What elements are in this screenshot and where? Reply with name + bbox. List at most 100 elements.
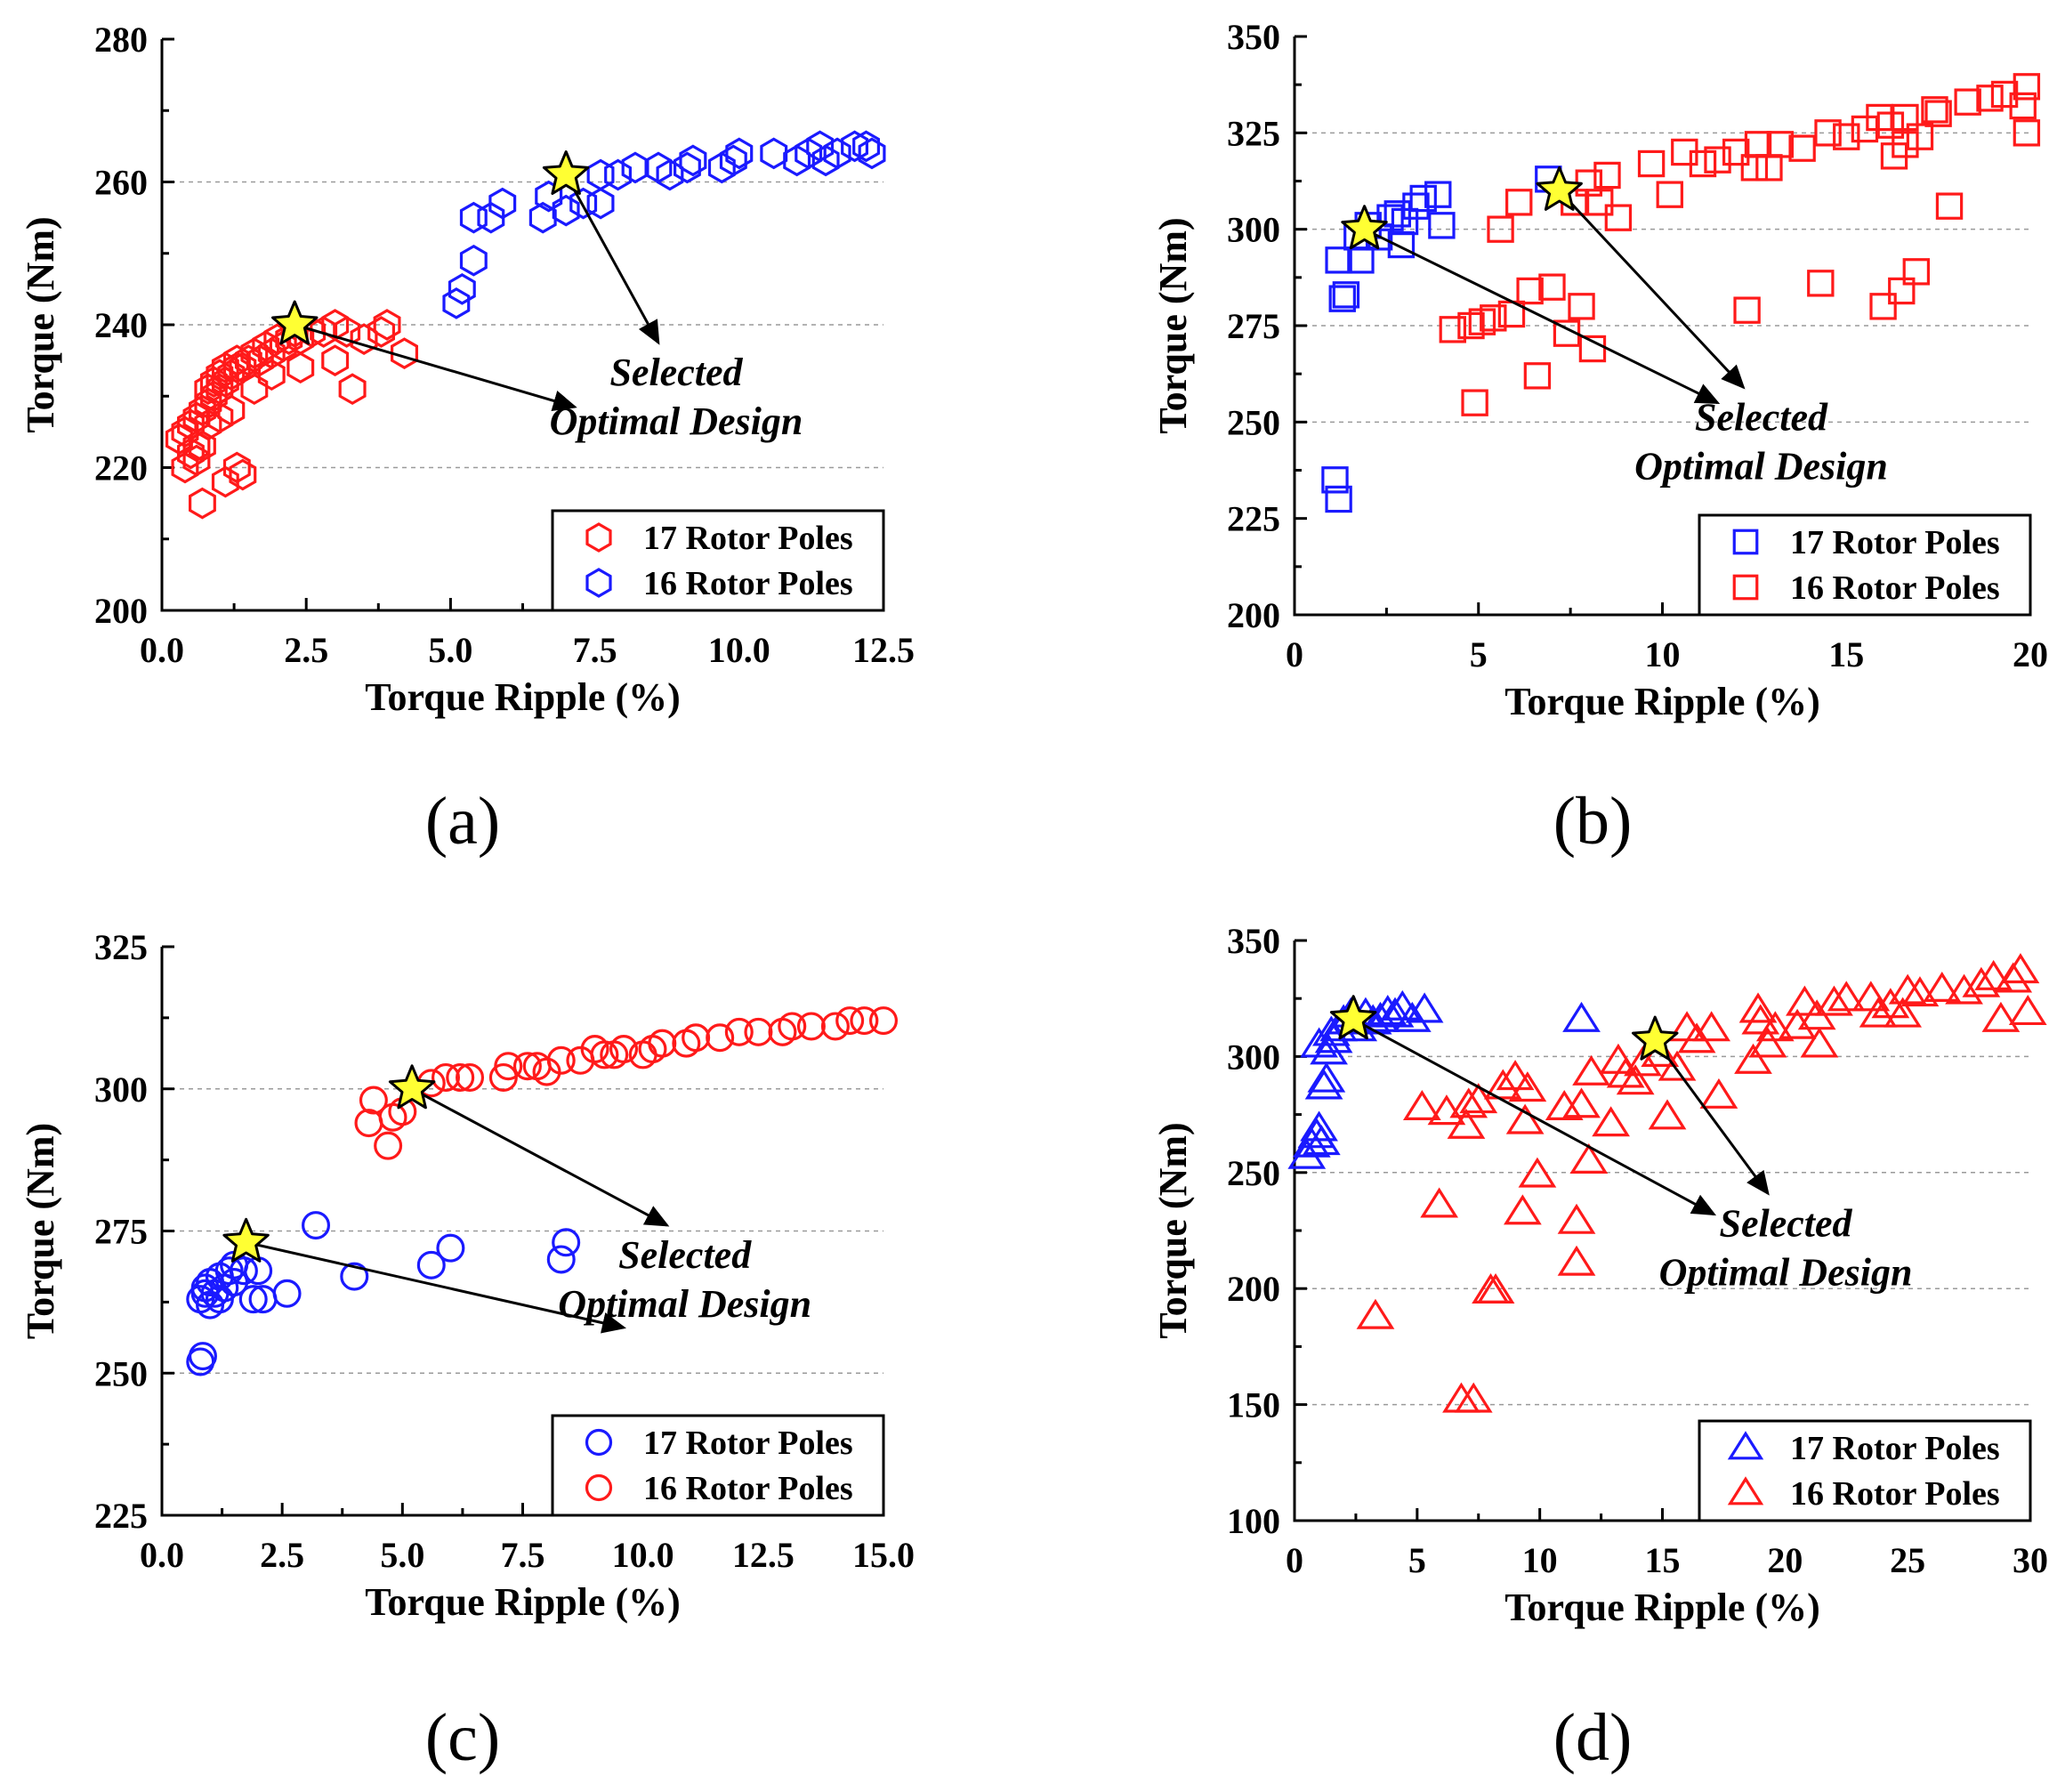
data-point <box>1569 1142 1609 1174</box>
data-point <box>682 1023 711 1053</box>
data-point <box>1483 1069 1522 1100</box>
x-tick-label: 30 <box>2013 1540 2048 1580</box>
data-point <box>338 373 367 406</box>
data-point <box>459 201 488 234</box>
legend-label: 16 Rotor Poles <box>643 565 853 602</box>
data-point <box>189 394 216 427</box>
legend-marker <box>585 1428 613 1457</box>
x-tick-label: 2.5 <box>284 630 328 670</box>
data-point <box>1538 273 1566 301</box>
data-point <box>586 187 615 220</box>
data-point <box>1741 1004 1780 1035</box>
series-1 <box>354 1006 898 1160</box>
data-point <box>1755 1011 1795 1042</box>
selected-design-star <box>1632 1015 1679 1061</box>
y-axis-title: Torque (Nm) <box>1151 217 1195 433</box>
data-point <box>286 351 315 384</box>
annotation-line-2: Optimal Design <box>550 400 803 443</box>
data-point <box>1902 258 1931 286</box>
annotation-line-1: Selected <box>609 351 743 394</box>
data-point <box>456 1062 485 1092</box>
data-point <box>2013 119 2041 147</box>
data-point <box>1310 1034 1348 1065</box>
y-tick-label: 300 <box>1227 1037 1280 1077</box>
x-tick-label: 5.0 <box>380 1535 424 1575</box>
data-point <box>367 316 395 348</box>
data-point <box>340 1262 369 1291</box>
data-point <box>1935 192 1964 220</box>
y-tick-label: 275 <box>1227 306 1280 346</box>
data-point <box>1442 1382 1480 1413</box>
annotation-arrow <box>1654 1039 1770 1196</box>
data-point <box>1884 997 1923 1028</box>
y-tick-label: 275 <box>94 1212 148 1252</box>
data-point <box>1656 181 1683 208</box>
x-tick-label: 15 <box>1645 1540 1681 1580</box>
data-point <box>1734 1043 1772 1074</box>
legend-box <box>551 509 885 612</box>
x-tick-label: 25 <box>1890 1540 1925 1580</box>
data-point <box>238 1285 268 1314</box>
data-point <box>1387 230 1416 259</box>
data-point <box>522 1052 552 1081</box>
data-point <box>1356 1298 1395 1329</box>
data-point <box>512 1052 542 1081</box>
data-point <box>811 144 840 177</box>
data-point <box>1505 189 1533 216</box>
data-point <box>778 1012 807 1041</box>
data-point <box>1325 485 1352 513</box>
data-point <box>1859 997 1898 1028</box>
data-point <box>858 137 886 170</box>
data-point <box>222 451 251 484</box>
data-point <box>1981 1001 2021 1032</box>
data-point <box>1557 1203 1596 1234</box>
data-point <box>1545 1089 1584 1120</box>
data-point <box>494 1052 523 1081</box>
annotation-arrow <box>1558 190 1746 390</box>
legend-marker <box>1732 529 1759 555</box>
data-point <box>1677 1022 1716 1053</box>
y-axis-title: Torque (Nm) <box>19 1123 62 1339</box>
data-point <box>1409 184 1437 213</box>
data-point <box>1376 204 1404 231</box>
data-point <box>374 1131 403 1160</box>
data-point <box>1347 246 1375 274</box>
data-point <box>272 1279 302 1308</box>
data-point <box>1740 154 1769 182</box>
data-point <box>257 337 286 369</box>
panel-label: (a) <box>425 784 500 859</box>
data-point <box>1328 285 1356 312</box>
data-point <box>604 158 633 191</box>
data-point <box>744 1017 773 1046</box>
data-point <box>1755 154 1783 182</box>
x-tick-label: 5 <box>1408 1540 1426 1580</box>
data-point <box>1480 304 1507 332</box>
data-point <box>350 323 378 355</box>
data-point <box>1402 1089 1441 1120</box>
legend-marker <box>585 568 612 598</box>
data-point <box>459 244 488 277</box>
x-axis-title: Torque Ripple (%) <box>1504 680 1820 723</box>
data-point <box>1616 1064 1655 1095</box>
data-point <box>1733 296 1761 324</box>
data-point <box>1592 1106 1630 1137</box>
data-point <box>1562 1087 1601 1118</box>
selected-design-star <box>542 150 590 195</box>
data-point <box>1744 131 1772 158</box>
x-tick-label: 20 <box>2013 634 2048 674</box>
chart-panel-b: 200 225 250 275 300 325 350 0 5 10 15 20 Torque Ripp… <box>1151 17 2048 859</box>
data-point <box>1648 1099 1687 1130</box>
legend-marker <box>585 1473 613 1502</box>
data-point <box>1786 985 1824 1016</box>
x-tick-label: 10.0 <box>708 630 770 670</box>
data-point <box>1658 1050 1697 1081</box>
data-point <box>1496 1060 1535 1091</box>
data-point <box>333 316 361 348</box>
data-point <box>852 130 881 163</box>
x-tick-label: 15 <box>1828 634 1864 674</box>
data-point <box>835 1006 865 1036</box>
y-tick-label: 200 <box>1227 595 1280 635</box>
data-point <box>760 137 788 170</box>
data-point <box>1800 1027 1839 1058</box>
